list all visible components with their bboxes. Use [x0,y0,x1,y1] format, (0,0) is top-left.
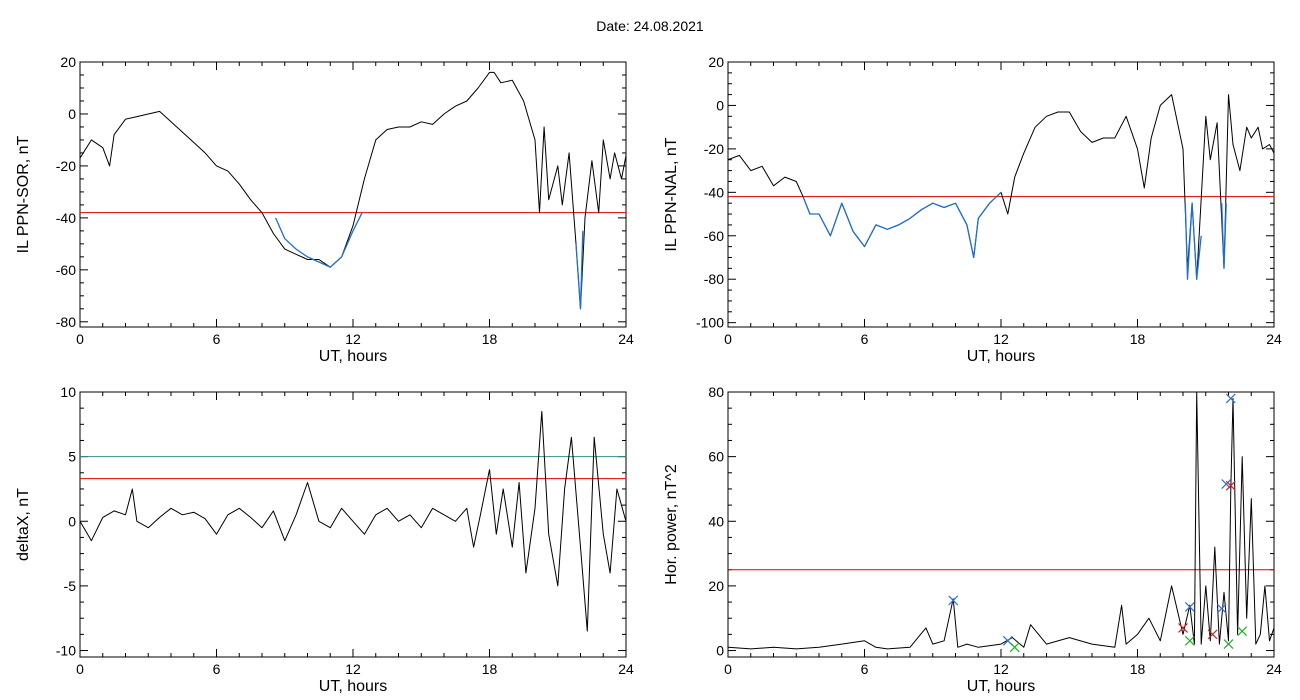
x-tick-label: 24 [618,661,634,677]
cross-marker-green [1237,626,1248,637]
chart-panel-nal: 0 6 12 18 24 20 0 -20 -40 -60 -80 -100 UT, hours IL P… [663,54,1282,365]
x-tick-label: 24 [1266,331,1282,347]
x-tick-label: 6 [861,331,869,347]
y-tick-label: 5 [68,449,76,465]
y-tick-label: -60 [56,262,76,278]
y-tick-label: -80 [56,314,76,330]
plot-area [80,71,626,310]
x-tick-label: 18 [1130,331,1146,347]
plot-frame [79,391,627,658]
chart-panel-deltax: 0 6 12 18 24 10 5 0 -5 -10 UT, hours deltaX, nT [15,384,634,695]
x-tick-label: 12 [345,661,361,677]
plot-frame [79,61,627,328]
series-trace-line [728,94,1274,280]
x-tick-label: 0 [724,661,732,677]
x-tick-label: 18 [1130,661,1146,677]
y-tick-label: 0 [68,513,76,529]
x-axis-label: UT, hours [967,678,1035,695]
y-axis-label: deltaX, nT [15,488,32,561]
chart-panel-hpower: 0 6 12 18 24 80 60 40 20 0 UT, hours Hor. power, nT… [663,384,1282,695]
cross-marker-green [1184,635,1195,646]
x-tick-label: 6 [861,661,869,677]
y-tick-label: 0 [716,643,724,659]
y-axis-label: IL PPN-NAL, nT [663,137,680,251]
y-tick-label: 10 [60,384,76,400]
y-tick-label: 80 [708,384,724,400]
chart-panel-sor: 0 6 12 18 24 20 0 -20 -40 -60 -80 UT, hours IL PPN-S… [15,54,634,365]
cross-marker-red [1225,480,1236,491]
figure-title: Date: 24.08.2021 [596,18,704,34]
series-trace-line [80,71,626,310]
y-tick-label: -100 [696,315,724,331]
cross-marker-blue [1225,393,1236,404]
x-tick-label: 6 [213,661,221,677]
y-tick-label: -20 [704,141,724,157]
x-tick-label: 24 [618,331,634,347]
cross-marker-blue [1184,601,1195,612]
series-highlight-line [275,212,363,268]
y-tick-label: -5 [64,578,77,594]
y-tick-label: -40 [704,184,724,200]
x-tick-label: 0 [76,331,84,347]
plot-area [728,94,1274,280]
y-tick-label: 0 [716,97,724,113]
series-trace-line [80,410,626,632]
y-tick-label: 20 [708,578,724,594]
series-trace-line [728,392,1274,650]
series-highlight-line [1221,203,1227,270]
cross-marker-red [1178,622,1188,633]
plot-area [80,410,626,632]
x-tick-label: 18 [482,661,498,677]
y-tick-label: -60 [704,228,724,244]
series-highlight-line [1184,202,1202,280]
cross-marker-blue [1216,603,1227,614]
series-highlight-line [802,191,1002,259]
y-tick-label: 60 [708,449,724,465]
x-axis-label: UT, hours [319,348,387,365]
x-tick-label: 0 [724,331,732,347]
plot-area [728,392,1274,653]
x-tick-label: 6 [213,331,221,347]
plot-frame [727,61,1275,328]
y-tick-label: 20 [60,54,76,70]
plot-frame [727,391,1275,658]
y-tick-label: 20 [708,54,724,70]
y-tick-label: 40 [708,513,724,529]
cross-marker-blue [948,595,959,606]
y-tick-label: -40 [56,210,76,226]
x-tick-label: 12 [345,331,361,347]
y-tick-label: 0 [68,106,76,122]
y-axis-label: IL PPN-SOR, nT [15,135,32,253]
y-tick-label: -20 [56,158,76,174]
x-tick-label: 12 [993,661,1009,677]
series-highlight-line [575,230,584,310]
x-tick-label: 12 [993,331,1009,347]
x-axis-label: UT, hours [967,348,1035,365]
x-axis-label: UT, hours [319,678,387,695]
cross-marker-green [1223,639,1234,649]
y-axis-label: Hor. power, nT^2 [663,464,680,585]
cross-marker-green [1009,642,1020,653]
x-tick-label: 18 [482,331,498,347]
y-tick-label: -10 [56,643,76,659]
x-tick-label: 0 [76,661,84,677]
cross-marker-red [1207,629,1218,640]
y-tick-label: -80 [704,271,724,287]
x-tick-label: 24 [1266,661,1282,677]
